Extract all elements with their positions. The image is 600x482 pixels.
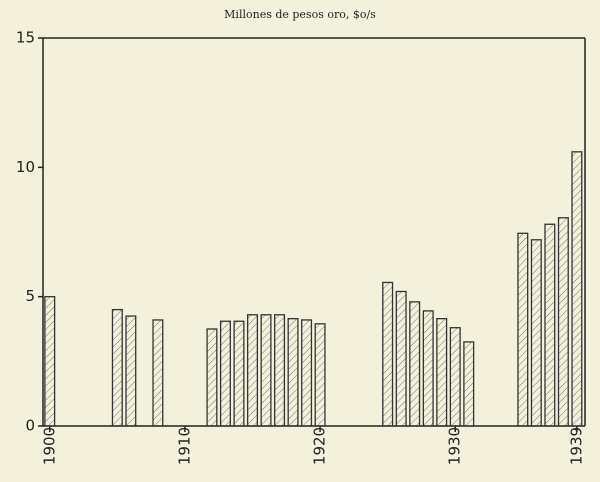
bar — [125, 315, 137, 427]
bar — [422, 310, 434, 427]
bar — [463, 341, 475, 427]
bar — [449, 327, 461, 427]
y-tick-label: 10 — [16, 158, 35, 176]
bar — [571, 151, 583, 427]
bar — [260, 314, 272, 427]
x-tick-label: 1930 — [446, 427, 464, 465]
bar — [246, 314, 259, 427]
bar — [382, 281, 394, 427]
bar — [530, 239, 542, 427]
bar — [44, 296, 56, 427]
chart-title: Millones de pesos oro, $o/s — [224, 8, 376, 21]
x-tick-label: 1900 — [40, 427, 58, 465]
bar — [301, 319, 313, 427]
bar — [274, 314, 286, 427]
bar — [409, 301, 421, 427]
y-tick-label: 0 — [25, 417, 35, 435]
x-tick-label: 1920 — [311, 427, 329, 465]
bar — [544, 223, 556, 427]
bar — [557, 217, 569, 427]
bar — [233, 320, 245, 427]
bar — [517, 232, 529, 427]
bar — [314, 323, 326, 427]
x-tick-label: 1910 — [175, 427, 193, 465]
bar — [219, 320, 231, 427]
y-tick-label: 5 — [25, 287, 35, 305]
bar — [111, 308, 123, 427]
bar — [395, 290, 407, 427]
bar — [436, 318, 448, 427]
bar — [287, 318, 299, 427]
y-tick-label: 15 — [16, 29, 35, 47]
x-tick-label: 1939 — [567, 427, 585, 465]
bar — [206, 328, 218, 427]
bar — [152, 319, 164, 427]
